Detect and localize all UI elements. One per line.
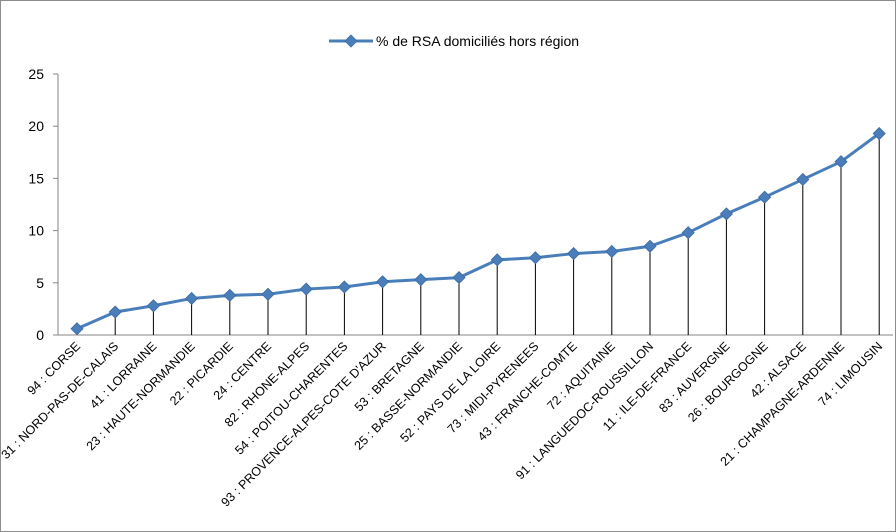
data-point-marker	[299, 282, 313, 296]
y-tick-label: 10	[28, 223, 44, 239]
data-point-marker	[108, 305, 122, 319]
y-tick-label: 5	[36, 275, 44, 291]
legend-label: % de RSA domiciliés hors région	[376, 33, 579, 49]
y-tick-label: 0	[36, 327, 44, 343]
data-point-marker	[490, 253, 504, 267]
data-point-marker	[376, 275, 390, 289]
data-point-marker	[605, 244, 619, 259]
x-category-label: 41 : LORRAINE	[87, 339, 159, 411]
x-category-label: 91 : LANGUEDOC-ROUSSILLON	[513, 339, 656, 482]
data-point-marker	[872, 126, 886, 141]
data-point-marker	[261, 287, 275, 301]
data-point-marker	[185, 291, 199, 306]
y-tick-label: 20	[28, 118, 44, 134]
legend-marker-swatch	[344, 34, 358, 48]
data-point-marker	[643, 239, 657, 253]
data-point-marker	[796, 172, 810, 187]
data-point-marker	[414, 273, 428, 287]
data-point-marker	[719, 207, 733, 221]
data-point-marker	[567, 247, 581, 261]
y-tick-label: 25	[28, 66, 44, 82]
x-category-label: 83 : AUVERGNE	[656, 339, 732, 415]
series	[70, 126, 886, 336]
data-point-marker	[70, 322, 84, 336]
legend: % de RSA domiciliés hors région	[329, 33, 579, 49]
data-point-marker	[337, 280, 351, 294]
data-point-marker	[452, 271, 466, 285]
drop-lines	[76, 133, 880, 335]
data-point-marker	[223, 288, 237, 302]
data-point-marker	[528, 251, 542, 265]
series-line	[76, 132, 881, 331]
data-point-marker	[758, 190, 772, 204]
x-category-label: 72 : AQUITAINE	[544, 339, 618, 413]
data-point-marker	[146, 299, 160, 313]
data-point-marker	[681, 226, 695, 240]
axes	[53, 73, 893, 336]
y-tick-label: 15	[28, 170, 44, 186]
x-category-label: 53 : BRETAGNE	[352, 339, 427, 414]
data-point-marker	[834, 155, 848, 169]
